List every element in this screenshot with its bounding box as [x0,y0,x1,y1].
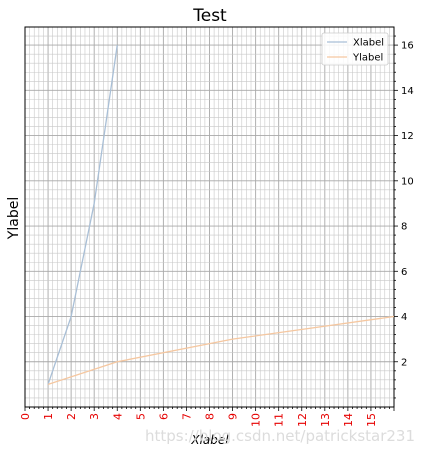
x-tick-label: 9 [227,413,240,420]
x-tick-label: 13 [319,413,332,427]
x-tick-label: 10 [250,413,263,427]
legend-label: Ylabel [352,53,383,64]
legend-label: Xlabel [353,38,384,49]
x-tick-label: 12 [296,413,309,427]
y-tick-label: 16 [401,41,414,52]
x-tick-label: 3 [88,413,101,420]
x-tick-label: 11 [273,413,286,427]
x-tick-label: 0 [19,413,32,420]
legend: Xlabel Ylabel [321,32,389,66]
grid [24,26,395,408]
x-tick-label: 15 [365,413,378,427]
x-tick-label: 8 [204,413,217,420]
y-tick-label: 14 [401,86,414,97]
series-line [47,45,118,385]
y-tick-label: 8 [401,222,407,233]
y-axis-label: Ylabel [6,197,22,240]
y-tick-label: 10 [401,176,414,187]
y-tick-label: 6 [401,267,407,278]
y-axis: 2 4 6 8 10 12 14 16 [394,35,414,399]
series-line [47,315,395,385]
x-tick-label: 5 [134,413,147,420]
x-axis: 0 1 2 3 4 5 6 7 8 9 10 11 12 13 14 15 [19,407,395,427]
chart-title: Test [192,6,227,26]
x-tick-label: 6 [157,413,170,420]
y-tick-label: 4 [401,312,407,323]
series-lines [47,45,395,385]
x-tick-label: 4 [111,413,124,420]
y-tick-label: 2 [401,357,407,368]
x-tick-label: 7 [180,413,193,420]
x-tick-label: 2 [65,413,78,420]
watermark: https://blog.csdn.net/patrickstar231 [145,427,415,445]
x-tick-label: 1 [42,413,55,420]
x-axis-label: Xlabel [190,433,229,447]
x-tick-label: 14 [342,413,355,427]
y-tick-label: 12 [401,131,414,142]
